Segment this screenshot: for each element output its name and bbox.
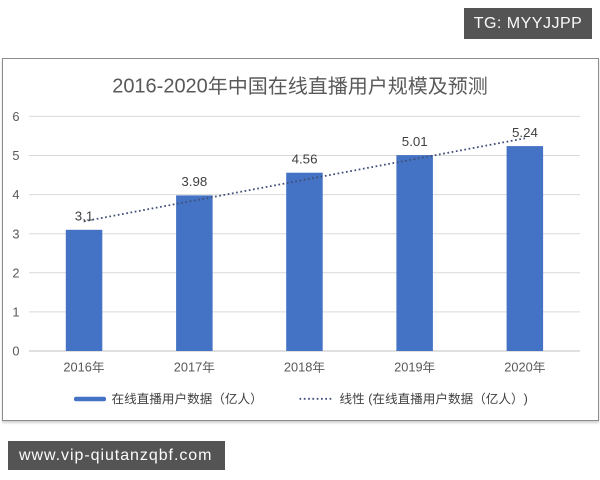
svg-text:3: 3 [12,226,19,241]
svg-text:2017: 2017 [174,359,203,374]
svg-text:2019: 2019 [394,359,423,374]
svg-text:4: 4 [12,187,19,202]
svg-text:2018: 2018 [284,359,313,374]
svg-text:): ) [524,392,528,406]
svg-text:3.98: 3.98 [181,174,207,189]
svg-text:5.01: 5.01 [402,134,428,149]
svg-text:5: 5 [12,148,19,163]
svg-text:(: ( [368,392,373,406]
svg-text:2: 2 [12,265,19,280]
svg-text:3,1: 3,1 [75,209,94,224]
svg-text:4.56: 4.56 [292,151,318,166]
svg-text:6: 6 [12,109,19,124]
svg-text:0: 0 [12,344,19,359]
svg-text:2020: 2020 [504,359,533,374]
svg-text:2016: 2016 [63,359,92,374]
svg-text:5.24: 5.24 [512,125,538,140]
svg-text:2016-2020: 2016-2020 [112,76,208,98]
svg-text:1: 1 [12,305,19,320]
